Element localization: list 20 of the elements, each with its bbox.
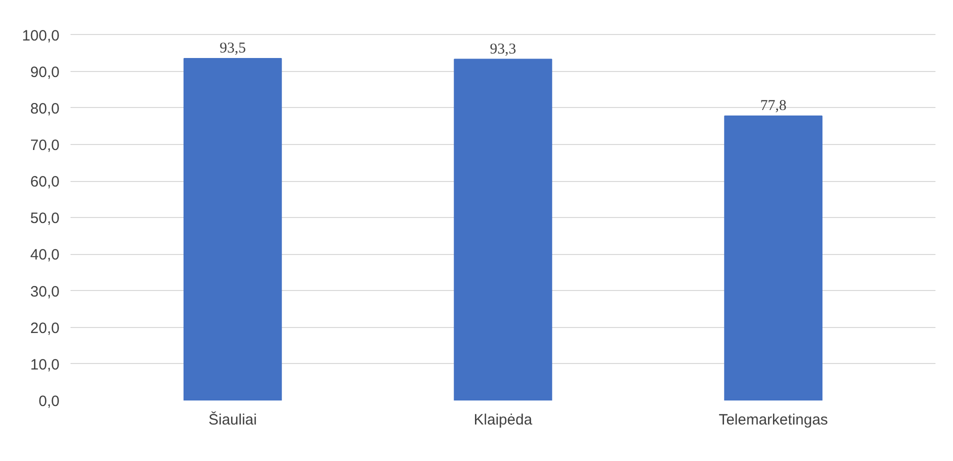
y-tick-label: 0,0 xyxy=(38,393,60,410)
data-label: 93,5 xyxy=(220,40,246,57)
y-tick-label: 100,0 xyxy=(22,27,60,44)
y-tick-label: 90,0 xyxy=(30,64,60,81)
data-label: 93,3 xyxy=(490,41,516,58)
y-tick-label: 50,0 xyxy=(30,210,60,228)
y-tick-label: 30,0 xyxy=(30,283,60,300)
y-tick-label: 20,0 xyxy=(30,320,60,337)
x-tick-label: Šiauliai xyxy=(208,410,257,428)
y-tick-label: 80,0 xyxy=(30,100,60,118)
y-tick-label: 70,0 xyxy=(30,136,60,154)
bar xyxy=(184,58,282,400)
data-label: 77,8 xyxy=(760,98,786,114)
y-tick-label: 60,0 xyxy=(30,174,60,191)
x-tick-label: Telemarketingas xyxy=(718,412,828,428)
y-tick-label: 10,0 xyxy=(30,356,60,374)
bar xyxy=(454,58,552,400)
y-tick-label: 40,0 xyxy=(30,246,60,264)
x-tick-label: Klaipėda xyxy=(474,412,533,428)
bar xyxy=(724,115,822,400)
